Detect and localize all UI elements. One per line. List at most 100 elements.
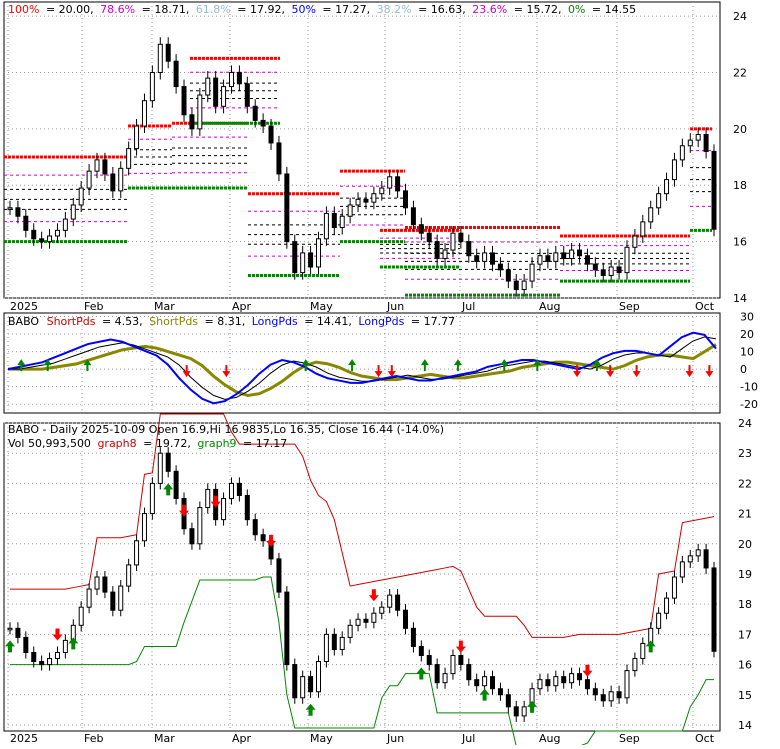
price-candle-body: [157, 43, 163, 73]
price-y-tick-label: 14: [733, 292, 747, 305]
price-candle-body: [592, 263, 598, 271]
stops-candle-body: [126, 564, 132, 587]
price-candle-body: [561, 252, 567, 260]
price-candle-body: [656, 193, 662, 209]
price-candle-body: [537, 255, 543, 265]
osc-y-tick-label: 20: [740, 328, 754, 341]
price-candle-body: [553, 252, 559, 262]
price-candle-body: [403, 190, 409, 209]
stops-candle-body: [379, 606, 385, 614]
price-candle-body: [252, 105, 258, 121]
stops-candle-body: [624, 670, 630, 699]
stops-x-tick-label: Sep: [619, 732, 640, 745]
oscillator-panel: 30 20 10 0 -10 -20 BABO ShortPds = 4.53, Shor…: [3, 311, 758, 414]
stops-panel-frame: [3, 422, 721, 732]
stops-candle-body: [521, 706, 527, 717]
price-candle-body: [513, 280, 519, 291]
stops-x-ticks: 2025 Feb Mar Apr May Jun Jul Aug Sep Oct: [10, 732, 715, 745]
price-candle-body: [86, 170, 92, 189]
stops-candle-body: [687, 555, 693, 563]
stops-candle-body: [118, 585, 124, 611]
price-candle-body: [450, 232, 456, 251]
stops-candle-body: [664, 597, 670, 614]
price-candles: [7, 37, 717, 297]
stops-y-tick-label: 23: [738, 447, 752, 460]
price-y-tick-label: 22: [733, 66, 747, 79]
price-panel: 24 22 20 18 16 14 2025 Feb Mar Apr May Jun Jul Aug Se…: [3, 1, 747, 313]
price-candle-body: [529, 263, 535, 282]
fib-0-label: 0%: [568, 3, 585, 16]
price-candle-body: [292, 241, 298, 274]
price-candle-body: [323, 212, 329, 240]
price-candle-body: [387, 176, 393, 189]
stops-x-tick-label: Feb: [84, 732, 103, 745]
price-candle-body: [228, 71, 234, 88]
osc-down-arrow: [182, 365, 191, 378]
osc-y-tick-label: 10: [740, 346, 754, 359]
price-candle-body: [126, 148, 132, 169]
stops-candle-body: [54, 651, 60, 660]
osc-up-arrow: [453, 359, 462, 372]
stops-candle-body: [513, 706, 519, 717]
price-candle-body: [300, 252, 306, 274]
stops-graph8-label: graph8: [97, 437, 136, 450]
stops-candle-body: [592, 688, 598, 696]
stops-candle-body: [173, 470, 179, 499]
stops-x-tick-label: Aug: [539, 732, 560, 745]
stops-candle-body: [490, 676, 496, 690]
price-candle-body: [347, 204, 353, 217]
price-candle-body: [149, 71, 155, 102]
price-candle-body: [70, 204, 76, 220]
osc-longpds-line: [7, 331, 717, 405]
oscillator-panel-frame: [3, 312, 721, 414]
price-candle-body: [434, 241, 440, 260]
stops-candle-body: [78, 606, 84, 626]
price-candle-body: [569, 249, 575, 260]
oscillator-arrows: [17, 359, 714, 378]
stops-candle-body: [260, 534, 266, 542]
price-candle-body: [466, 241, 472, 257]
stops-candle-body: [569, 673, 575, 684]
stops-graph9-label: graph9: [197, 437, 236, 450]
price-candle-body: [442, 249, 448, 260]
stops-down-arrow: [179, 504, 190, 517]
price-candle-body: [474, 255, 480, 262]
stops-x-tick-label: Mar: [154, 732, 175, 745]
price-candle-body: [608, 266, 614, 276]
stops-candle-body: [228, 482, 234, 499]
price-x-tick-label: Jul: [461, 300, 475, 313]
price-candle-body: [189, 114, 195, 130]
stops-candle-body: [62, 639, 68, 653]
stops-candle-body: [418, 645, 424, 657]
stops-candle-body: [292, 664, 298, 699]
fib-0-value: = 14.55: [592, 3, 636, 16]
price-candle-body: [640, 221, 646, 237]
stops-candle-body: [695, 549, 701, 557]
fib-236-label: 23.6%: [472, 3, 507, 16]
stops-candle-body: [15, 627, 21, 638]
price-candle-body: [276, 142, 282, 175]
osc-up-arrow: [592, 359, 601, 372]
stops-candle-body: [545, 679, 551, 687]
price-candle-body: [236, 71, 242, 85]
stops-candle-body: [600, 694, 606, 702]
stops-y-tick-label: 17: [738, 628, 752, 641]
stops-up-arrow: [163, 483, 174, 496]
fib-786-label: 78.6%: [100, 3, 135, 16]
price-candle-body: [284, 173, 290, 243]
osc-sp1-label: ShortPds: [47, 315, 96, 328]
osc-y-tick-label: 0: [740, 363, 747, 376]
fib-382-value: = 16.63,: [418, 3, 466, 16]
fib-100-value: = 20.00,: [46, 3, 94, 16]
price-candle-body: [173, 60, 179, 88]
stops-candle-body: [276, 558, 282, 593]
stops-candle-body: [102, 576, 108, 593]
stops-candle-body: [632, 658, 638, 672]
stops-candle-body: [371, 612, 377, 623]
stops-candle-body: [110, 591, 116, 611]
oscillator-lines: [7, 331, 717, 405]
price-candle-body: [679, 145, 685, 161]
price-candle-body: [244, 83, 250, 107]
stops-y-tick-label: 21: [738, 508, 752, 521]
price-candle-body: [102, 159, 108, 175]
